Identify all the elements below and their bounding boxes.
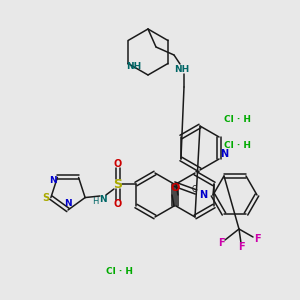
Text: O: O xyxy=(114,199,122,209)
Text: NH: NH xyxy=(174,64,190,74)
Text: N: N xyxy=(50,176,57,185)
Text: C: C xyxy=(191,184,197,194)
Text: S: S xyxy=(42,193,50,202)
Text: N: N xyxy=(64,200,72,208)
Text: NH: NH xyxy=(126,62,142,71)
Text: Cl · H: Cl · H xyxy=(224,140,250,149)
Text: O: O xyxy=(114,159,122,169)
Text: N: N xyxy=(199,190,207,200)
Text: F: F xyxy=(238,242,244,252)
Text: Cl · H: Cl · H xyxy=(106,268,134,277)
Text: Cl · H: Cl · H xyxy=(224,116,250,124)
Text: H: H xyxy=(92,197,98,206)
Text: O: O xyxy=(170,183,180,193)
Text: F: F xyxy=(254,234,260,244)
Text: F: F xyxy=(218,238,224,248)
Text: S: S xyxy=(113,178,122,190)
Text: N: N xyxy=(99,196,107,205)
Text: N: N xyxy=(220,149,228,159)
